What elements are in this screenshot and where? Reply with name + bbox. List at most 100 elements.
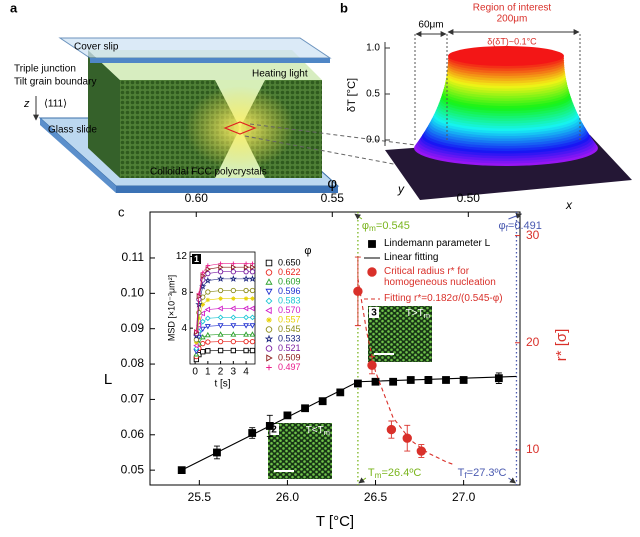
label: Triple junction [14,64,76,75]
annotation-part: T [368,467,375,479]
msd-point [243,323,250,329]
inset-x-tick-label: 2 [218,367,224,378]
y-tick-label: 0.05 [121,462,145,476]
msd-point [204,306,211,313]
msd-point [249,269,256,275]
msd-point [243,287,249,294]
msd-point [199,333,206,340]
inset-legend-label: 0.545 [278,324,301,334]
inset-legend-marker [265,326,273,333]
msd-point [230,314,237,321]
y-tick-label: 0.07 [121,392,145,406]
annotation-part: =27.3ºC [467,467,507,479]
annotation: T>Tm [406,308,430,320]
inset-legend-label: 0.509 [278,352,301,362]
x-tick-label: 27.0 [452,490,476,504]
msd-point [194,328,199,334]
data-point [367,360,377,370]
msd-point [200,302,205,307]
annotation-part: f [464,471,467,480]
inset-legend-marker [266,354,273,362]
msd-point [205,289,211,295]
msd-point [195,322,202,329]
x-axis-label: T [°C] [316,513,354,530]
surface-plot [385,46,632,200]
inset-legend-marker [265,288,273,296]
y-tick-label: 0.10 [121,286,145,300]
msd-point [217,347,224,354]
msd-point [249,323,256,329]
legend-label: Critical radius r* for homogeneous nucle… [384,266,496,288]
msd-point [218,264,224,271]
label: x [565,198,573,212]
msd-point [230,347,236,354]
fit-line [357,278,455,466]
legend-label: Lindemann parameter L [384,238,491,249]
msd-point [205,270,211,277]
msd-point [199,310,205,317]
inset-x-tick-label: 1 [205,367,211,378]
label: Region of interest [473,3,552,14]
inset-legend-title: φ [304,245,311,257]
inset-y-tick-label: 8 [181,287,187,298]
inset-legend-label: 0.622 [278,267,301,277]
annotation-part: f [506,224,509,233]
label: z [23,98,30,110]
y-tick-label: 0.08 [121,356,145,370]
pointer [354,213,363,220]
msd-point [250,264,256,271]
inset-legend-marker [265,345,273,352]
inset-number-box [192,254,201,264]
inset-legend-marker [265,297,273,305]
data-point [283,411,292,420]
msd-point [200,349,206,355]
micrograph-number: 3 [371,308,377,319]
legend-marker [367,267,377,277]
y-axis-label: L [104,371,112,388]
annotation-part: T [458,467,465,479]
panel-label: c [118,204,125,219]
legend-label: Fitting r*=0.182σ/(0.545-φ) [384,293,503,304]
panel-a-drawing [33,37,469,193]
data-point [318,397,327,406]
msd-point [196,291,202,296]
inset-legend-label: 0.609 [278,276,301,286]
annotation-part: φ [498,220,505,232]
x2-axis-label: φ [327,175,337,192]
glass-slide-edge [116,186,338,193]
msd-point [243,261,249,266]
msd-point [217,323,224,329]
msd-point [230,323,237,329]
msd-point [249,331,256,337]
msd-point [230,338,236,345]
inset-x-tick-label: 3 [231,367,237,378]
msd-point [205,315,211,322]
legend-marker [368,240,376,248]
msd-point [217,338,224,345]
pointer [358,477,367,484]
inset-y-tick-label: 4 [181,323,187,334]
data-point [459,376,468,384]
label: Heating light [252,69,308,80]
fit-line [181,375,517,471]
msd-point [199,318,206,325]
annotation-part: m [424,311,430,320]
panel-label: a [10,0,18,15]
msd-point [205,266,211,273]
y2-axis-label: r* [σ] [553,329,570,362]
x2-tick-label: 0.50 [457,191,481,205]
inset-legend-label: 0.557 [278,314,301,324]
y2-tick-label: 30 [526,228,540,242]
inset-legend-label: 0.583 [278,295,301,305]
label: ⟨111⟩ [44,99,67,110]
msd-point [250,296,255,301]
data-point [371,377,380,386]
msd-point [243,269,249,275]
surface-band [448,46,564,66]
msd-point [231,261,236,266]
annotation-part: T<T [306,425,324,436]
inset-number: 1 [194,254,199,264]
data-point [386,424,397,435]
